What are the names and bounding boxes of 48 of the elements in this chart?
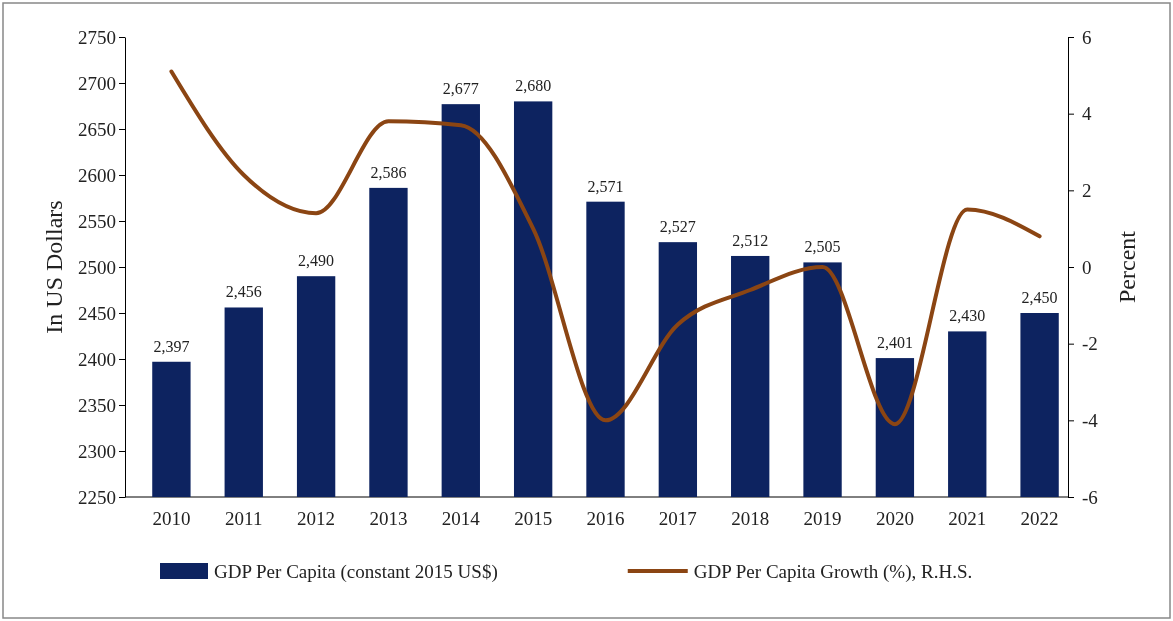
data-label: 2,430 xyxy=(949,307,986,325)
data-label: 2,677 xyxy=(442,80,479,98)
y2-tick-label: 6 xyxy=(1082,26,1092,48)
legend-label: GDP Per Capita Growth (%), R.H.S. xyxy=(693,561,973,583)
data-label: 2,571 xyxy=(587,177,624,195)
x-tick-label: 2011 xyxy=(225,507,263,529)
y-tick-label: 2250 xyxy=(78,486,116,508)
data-label: 2,456 xyxy=(225,283,262,301)
data-label: 2,680 xyxy=(515,77,552,95)
data-label: 2,490 xyxy=(298,252,335,270)
x-tick-label: 2020 xyxy=(875,507,914,529)
y-tick-label: 2650 xyxy=(78,118,116,140)
data-label: 2,450 xyxy=(1021,289,1058,306)
y2-axis-title: Percent xyxy=(1114,230,1140,303)
y-tick-label: 2700 xyxy=(78,72,116,94)
y-tick-label: 2450 xyxy=(78,302,116,324)
x-tick-label: 2015 xyxy=(514,507,553,529)
x-tick-label: 2018 xyxy=(731,507,770,529)
x-tick-label: 2022 xyxy=(1020,507,1059,529)
x-tick-label: 2012 xyxy=(297,507,336,529)
x-tick-label: 2019 xyxy=(803,507,842,529)
y2-tick-label: 0 xyxy=(1082,256,1092,278)
y2-tick-label: 2 xyxy=(1082,179,1092,201)
y-tick-label: 2500 xyxy=(78,256,116,278)
y-tick-label: 2600 xyxy=(78,164,116,186)
data-label: 2,505 xyxy=(804,238,841,256)
legend-label: GDP Per Capita (constant 2015 US$) xyxy=(214,561,498,583)
y-axis-title: In US Dollars xyxy=(41,200,67,334)
y-tick-label: 2350 xyxy=(78,394,116,416)
x-tick-label: 2021 xyxy=(948,507,987,529)
y2-tick-label: -2 xyxy=(1082,333,1098,355)
y2-tick-label: 4 xyxy=(1082,103,1092,125)
y-tick-label: 2750 xyxy=(78,26,116,48)
y2-tick-label: -4 xyxy=(1082,409,1099,431)
data-label: 2,527 xyxy=(659,218,696,236)
x-tick-label: 2014 xyxy=(441,507,481,529)
x-tick-label: 2010 xyxy=(152,507,191,529)
data-label: 2,397 xyxy=(153,337,190,355)
x-tick-label: 2013 xyxy=(369,507,408,529)
data-label: 2,586 xyxy=(370,163,407,181)
y-tick-label: 2550 xyxy=(78,210,116,232)
x-tick-label: 2016 xyxy=(586,507,625,529)
y2-tick-label: -6 xyxy=(1082,486,1098,508)
y-tick-label: 2300 xyxy=(78,440,116,462)
data-label: 2,401 xyxy=(876,334,913,352)
x-tick-label: 2017 xyxy=(658,507,697,529)
data-label: 2,512 xyxy=(732,231,769,249)
y-tick-label: 2400 xyxy=(78,348,116,370)
